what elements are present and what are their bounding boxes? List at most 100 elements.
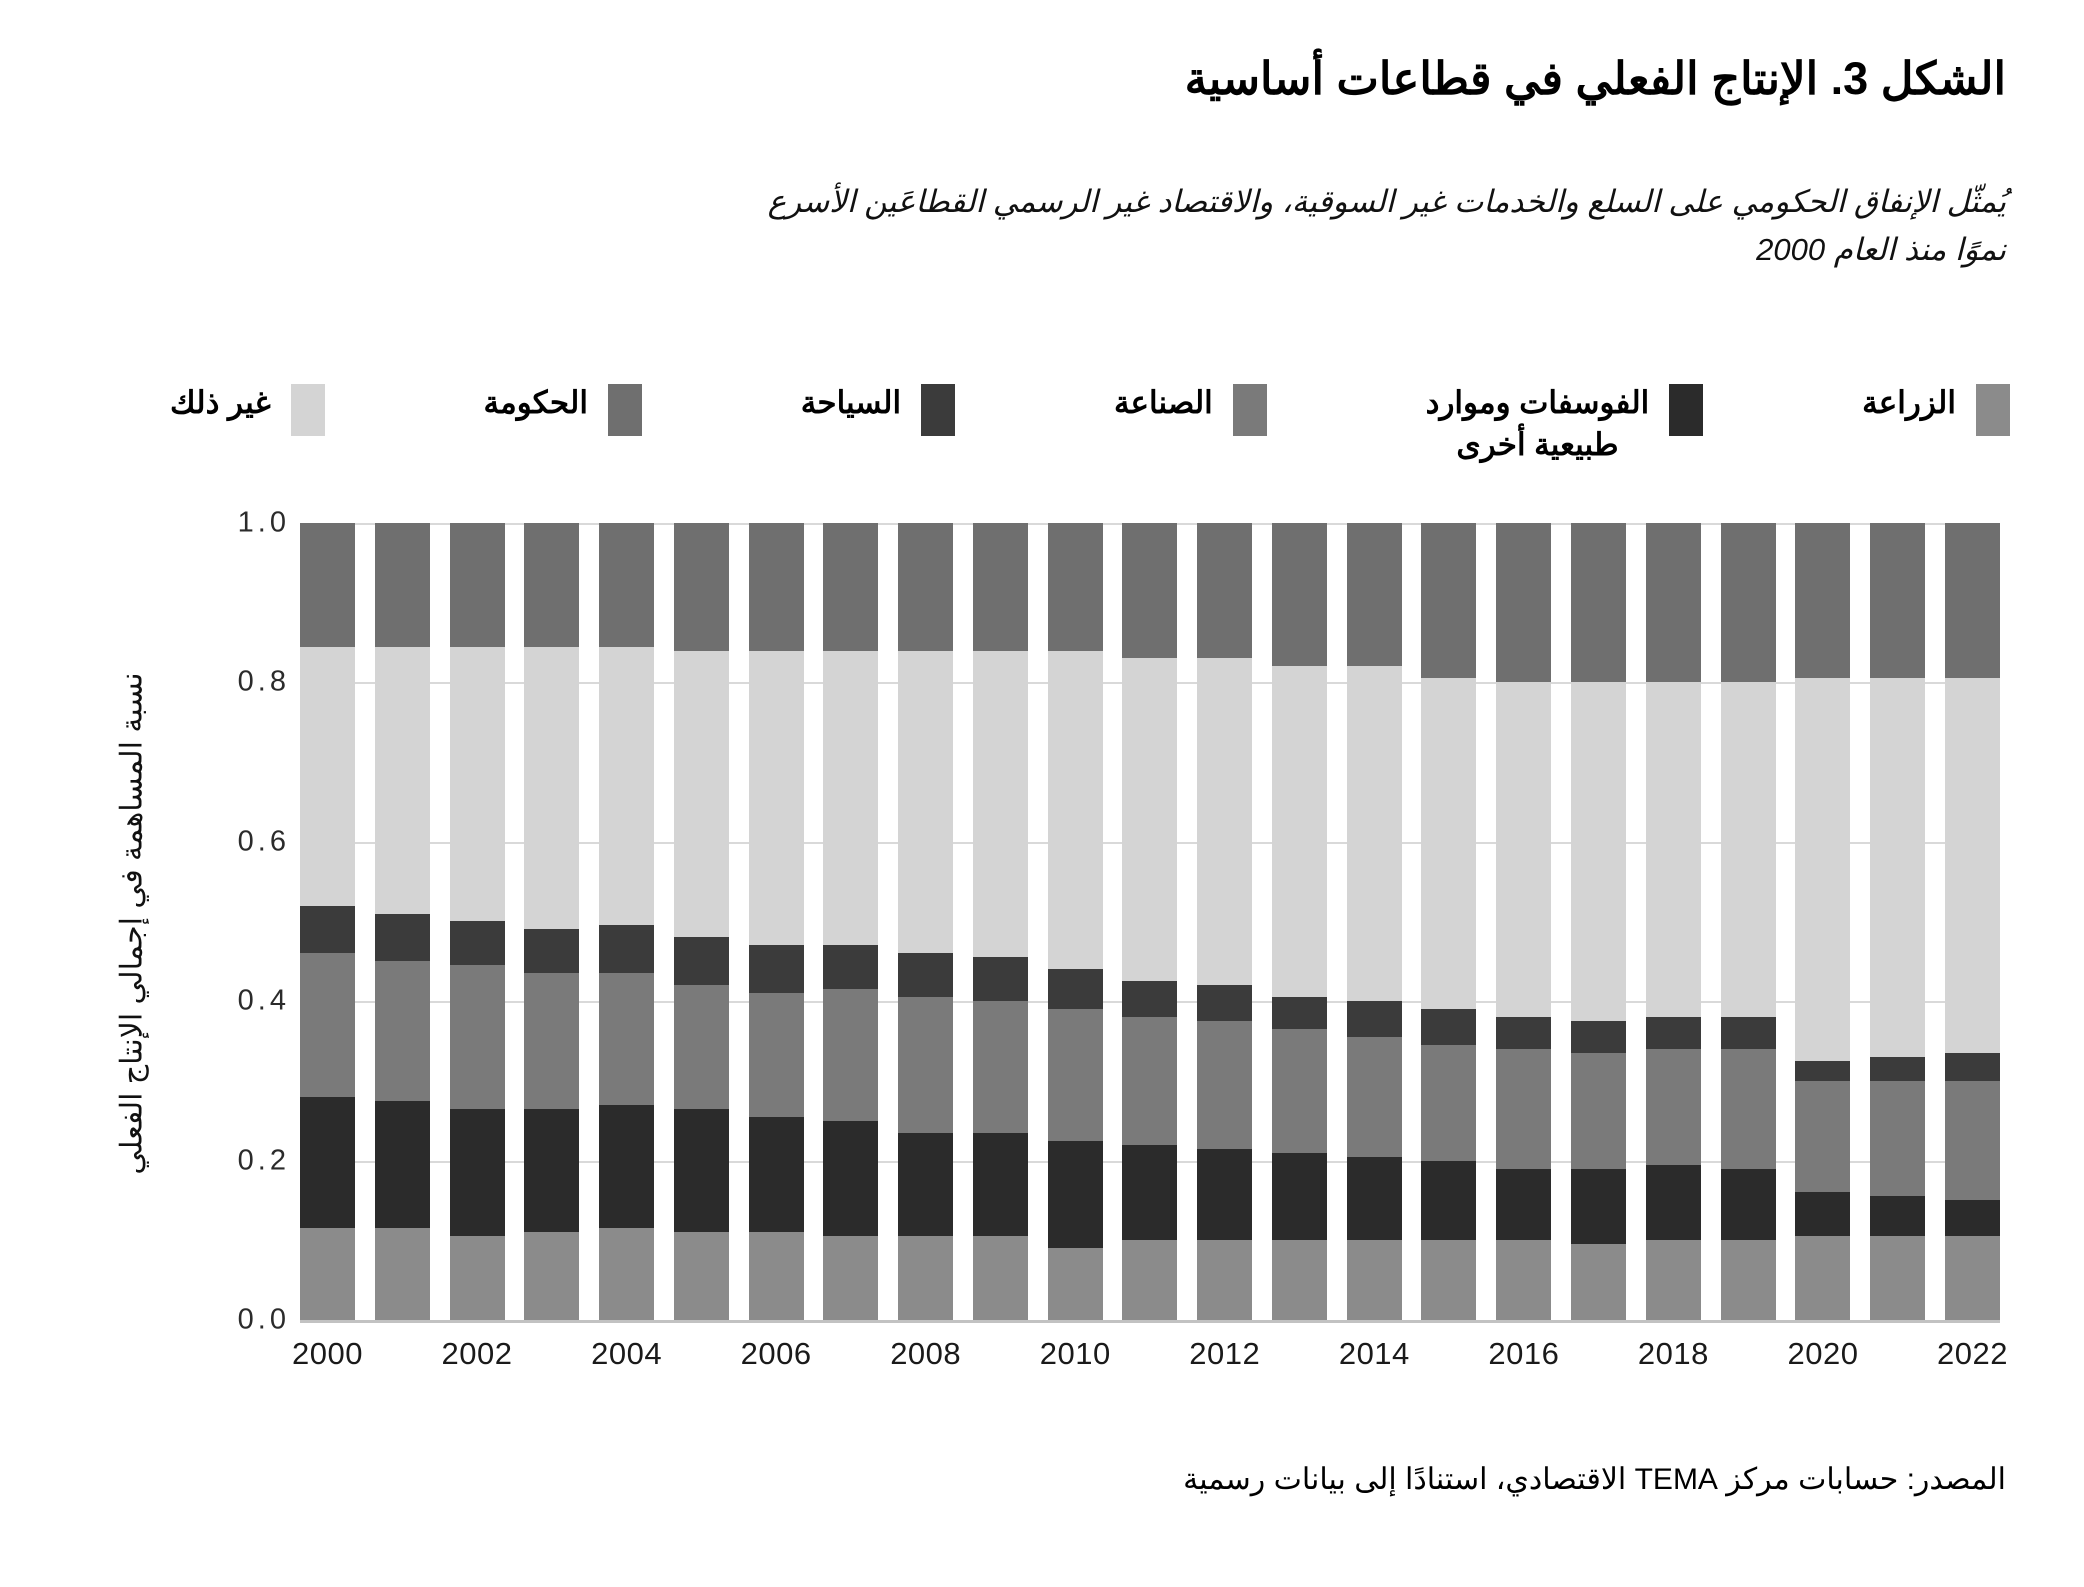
segment-government-2020 bbox=[1795, 523, 1851, 679]
bar-2005 bbox=[673, 523, 729, 1320]
legend-item-tourism: السياحة bbox=[801, 382, 956, 436]
bar-2007 bbox=[823, 523, 879, 1320]
segment-agriculture-2005 bbox=[673, 1232, 729, 1320]
segment-industry-2002 bbox=[449, 965, 505, 1109]
segment-tourism-2012 bbox=[1197, 985, 1253, 1022]
x-tick-2020: 2020 bbox=[1787, 1336, 1859, 1371]
bar-2009 bbox=[972, 523, 1028, 1320]
segment-phosphates-2020 bbox=[1795, 1192, 1851, 1237]
segment-other-2016 bbox=[1496, 682, 1552, 1018]
segment-tourism-2007 bbox=[823, 945, 879, 990]
segment-government-2003 bbox=[524, 523, 580, 647]
segment-other-2009 bbox=[972, 650, 1028, 958]
segment-phosphates-2006 bbox=[748, 1116, 804, 1233]
segment-tourism-2002 bbox=[449, 921, 505, 966]
bar-2001 bbox=[374, 523, 430, 1320]
segment-government-2018 bbox=[1645, 523, 1701, 683]
segment-tourism-2005 bbox=[673, 937, 729, 986]
bar-2011 bbox=[1122, 523, 1178, 1320]
segment-industry-2016 bbox=[1496, 1049, 1552, 1169]
bar-2016 bbox=[1496, 523, 1552, 1320]
y-tick-1.0: 1.0 bbox=[237, 506, 290, 539]
bar-2008 bbox=[898, 523, 954, 1320]
x-axis-ticks: 2000 2002 2004 2006 2008 2010 2012 2014 2016 2018… bbox=[292, 1336, 2007, 1382]
segment-tourism-2017 bbox=[1571, 1021, 1627, 1053]
segment-industry-2006 bbox=[748, 993, 804, 1117]
segment-government-2005 bbox=[673, 523, 729, 651]
segment-government-2001 bbox=[374, 523, 430, 647]
segment-agriculture-2004 bbox=[599, 1228, 655, 1320]
legend-label-agriculture: الزراعة bbox=[1862, 385, 1956, 420]
segment-government-2014 bbox=[1346, 523, 1402, 667]
bar-2013 bbox=[1271, 523, 1327, 1320]
segment-phosphates-2011 bbox=[1122, 1144, 1178, 1241]
bar-2006 bbox=[748, 523, 804, 1320]
segment-government-2008 bbox=[898, 523, 954, 651]
segment-phosphates-2010 bbox=[1047, 1140, 1103, 1249]
segment-phosphates-2009 bbox=[972, 1132, 1028, 1237]
segment-government-2002 bbox=[449, 523, 505, 647]
segment-tourism-2010 bbox=[1047, 969, 1103, 1010]
x-tick-2008: 2008 bbox=[890, 1336, 962, 1371]
segment-industry-2003 bbox=[524, 973, 580, 1109]
segment-industry-2001 bbox=[374, 961, 430, 1101]
segment-industry-2004 bbox=[599, 973, 655, 1105]
segment-phosphates-2018 bbox=[1645, 1164, 1701, 1241]
segment-agriculture-2011 bbox=[1122, 1240, 1178, 1320]
bar-2002 bbox=[449, 523, 505, 1320]
segment-other-2013 bbox=[1271, 666, 1327, 998]
segment-industry-2005 bbox=[673, 985, 729, 1109]
legend-item-phosphates: الفوسفات وموارد طبيعية أخرى bbox=[1426, 382, 1704, 466]
segment-agriculture-2002 bbox=[449, 1236, 505, 1320]
x-tick-2012: 2012 bbox=[1189, 1336, 1261, 1371]
segment-agriculture-2008 bbox=[898, 1236, 954, 1320]
segment-government-2019 bbox=[1720, 523, 1776, 683]
segment-tourism-2000 bbox=[300, 905, 355, 954]
y-axis-ticks: 1.0 0.8 0.6 0.4 0.2 0.0 bbox=[190, 507, 290, 1336]
segment-other-2015 bbox=[1421, 678, 1477, 1010]
segment-agriculture-2000 bbox=[300, 1228, 355, 1320]
segment-industry-2020 bbox=[1795, 1080, 1851, 1193]
segment-phosphates-2019 bbox=[1720, 1168, 1776, 1241]
x-tick-2010: 2010 bbox=[1039, 1336, 1111, 1371]
x-tick-2002: 2002 bbox=[441, 1336, 513, 1371]
segment-other-2019 bbox=[1720, 682, 1776, 1018]
segment-industry-2015 bbox=[1421, 1045, 1477, 1161]
segment-other-2022 bbox=[1944, 678, 2000, 1053]
segment-agriculture-2006 bbox=[748, 1232, 804, 1320]
legend-item-other: غير ذلك bbox=[170, 382, 325, 436]
segment-phosphates-2014 bbox=[1346, 1156, 1402, 1241]
segment-phosphates-2013 bbox=[1271, 1152, 1327, 1241]
segment-agriculture-2019 bbox=[1720, 1240, 1776, 1320]
segment-other-2017 bbox=[1571, 682, 1627, 1022]
segment-other-2001 bbox=[374, 646, 430, 914]
figure-subtitle-line2: نموًا منذ العام 2000 bbox=[1756, 232, 2006, 268]
bar-2019 bbox=[1720, 523, 1776, 1320]
bars bbox=[300, 523, 2000, 1320]
segment-government-2000 bbox=[300, 523, 355, 647]
segment-tourism-2009 bbox=[972, 957, 1028, 1002]
segment-government-2017 bbox=[1571, 523, 1627, 683]
legend-label-industry: الصناعة bbox=[1113, 385, 1213, 420]
legend-item-industry: الصناعة bbox=[1114, 382, 1267, 436]
segment-phosphates-2004 bbox=[599, 1104, 655, 1229]
legend-swatch-tourism bbox=[921, 384, 956, 436]
segment-industry-2014 bbox=[1346, 1037, 1402, 1157]
segment-agriculture-2022 bbox=[1944, 1236, 2000, 1320]
legend-item-government: الحكومة bbox=[484, 382, 642, 436]
segment-phosphates-2017 bbox=[1571, 1168, 1627, 1245]
segment-phosphates-2007 bbox=[823, 1120, 879, 1237]
segment-industry-2019 bbox=[1720, 1049, 1776, 1169]
segment-agriculture-2013 bbox=[1271, 1240, 1327, 1320]
x-tick-2006: 2006 bbox=[740, 1336, 812, 1371]
x-tick-2000: 2000 bbox=[292, 1336, 363, 1371]
segment-industry-2018 bbox=[1645, 1049, 1701, 1165]
plot-area bbox=[300, 523, 2000, 1323]
segment-government-2021 bbox=[1870, 523, 1926, 679]
segment-other-2014 bbox=[1346, 666, 1402, 1002]
segment-phosphates-2022 bbox=[1944, 1200, 2000, 1237]
y-tick-0.2: 0.2 bbox=[237, 1144, 290, 1177]
segment-agriculture-2001 bbox=[374, 1228, 430, 1320]
segment-government-2009 bbox=[972, 523, 1028, 651]
